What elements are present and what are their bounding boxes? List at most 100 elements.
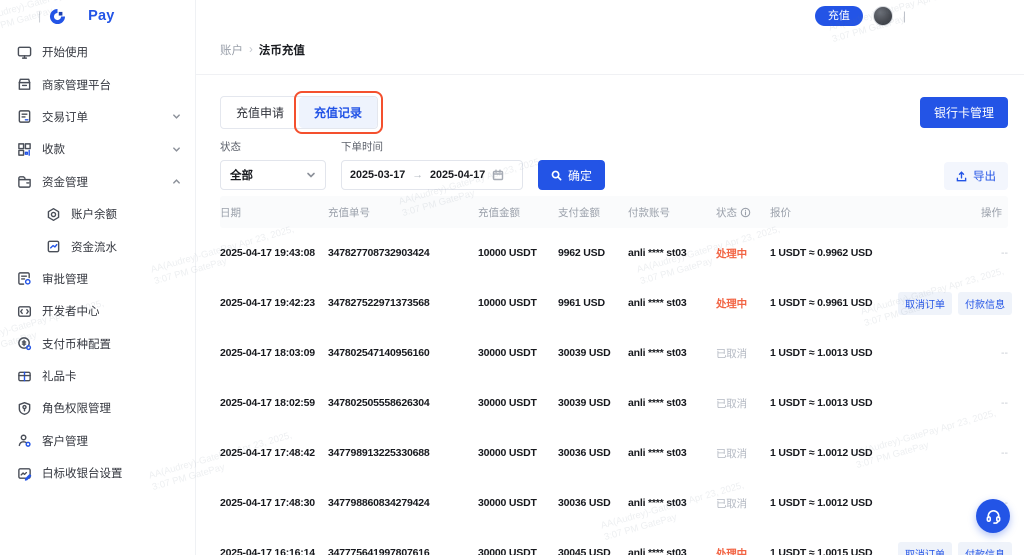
breadcrumb-parent[interactable]: 账户: [220, 45, 243, 57]
status-badge: 处理中: [716, 547, 747, 555]
cancel-order-button[interactable]: 取消订单: [898, 541, 952, 555]
table-row[interactable]: 2025-04-17 18:03:09 347802547140956160 3…: [220, 328, 1008, 378]
sidebar-item-fund-flow[interactable]: 资金流水: [0, 230, 195, 262]
tab-recharge-records[interactable]: 充值记录: [299, 97, 378, 128]
header-divider: [196, 74, 1024, 75]
cell-pay-amount: 30039 USD: [558, 347, 611, 359]
table-row[interactable]: 2025-04-17 17:48:30 347798860834279424 3…: [220, 478, 1008, 528]
cell-quote: 1 USDT ≈ 1.0013 USD: [770, 397, 873, 409]
cell-amount: 30000 USDT: [478, 347, 537, 359]
sidebar-item-get-started[interactable]: 开始使用: [0, 36, 195, 68]
cell-order-no: 347827708732903424: [328, 247, 430, 259]
cell-date: 2025-04-17 18:03:09: [220, 347, 315, 359]
sidebar-item-transaction-orders[interactable]: 交易订单: [0, 101, 195, 133]
info-icon[interactable]: [740, 207, 751, 218]
topbar-right: 充值 |: [814, 6, 906, 26]
confirm-button[interactable]: 确定: [538, 160, 606, 190]
cell-date: 2025-04-17 19:43:08: [220, 247, 315, 259]
gate-logo-icon: [50, 8, 66, 24]
customer-support-fab[interactable]: [976, 499, 1010, 533]
brand-logo-row: | Pay: [0, 0, 195, 34]
bank-card-management-button[interactable]: 银行卡管理: [919, 97, 1008, 128]
brand-product-name: Pay: [88, 8, 115, 24]
table-header-row: 日期 充值单号 充值金额 支付金额 付款账号 状态 报价 操作: [220, 196, 1008, 228]
sidebar-item-payment-currency-config[interactable]: 支付币种配置: [0, 328, 195, 360]
wallet-folder-icon: [18, 176, 31, 189]
tab-recharge-apply[interactable]: 充值申请: [221, 97, 300, 128]
sidebar-item-whitelabel-checkout-settings[interactable]: 白标收银台设置: [0, 457, 195, 489]
chevron-up-icon: [173, 179, 180, 184]
avatar[interactable]: [872, 6, 893, 26]
logo-divider: |: [38, 9, 42, 23]
gift-card-icon: [18, 371, 31, 382]
sidebar-item-role-permission[interactable]: 角色权限管理: [0, 392, 195, 424]
cell-date: 2025-04-17 16:16:14: [220, 547, 315, 555]
status-select[interactable]: 全部: [220, 160, 326, 190]
status-badge: 处理中: [716, 297, 747, 310]
cell-actions: --: [898, 447, 1008, 459]
table-row[interactable]: 2025-04-17 17:48:42 347798913225330688 3…: [220, 428, 1008, 478]
cell-order-no: 347798860834279424: [328, 497, 430, 509]
main-content: 账户 › 法币充值 充值申请 充值记录 银行卡管理 状态 全部 下单时间 202…: [196, 0, 1024, 555]
cell-pay-amount: 30039 USD: [558, 397, 611, 409]
cell-order-no: 347802547140956160: [328, 347, 430, 359]
cell-order-no: 347775641997807616: [328, 547, 430, 555]
no-action-placeholder: --: [1001, 397, 1008, 409]
table-row[interactable]: 2025-04-17 16:16:14 347775641997807616 3…: [220, 528, 1012, 555]
search-icon: [551, 170, 562, 180]
col-header-pay-amount: 支付金额: [558, 206, 600, 219]
export-icon: [956, 170, 967, 181]
cell-date: 2025-04-17 17:48:30: [220, 497, 315, 509]
topbar-divider: |: [902, 9, 906, 23]
hexagon-coin-icon: [47, 207, 60, 221]
table-row[interactable]: 2025-04-17 19:42:23 347827522971373568 1…: [220, 278, 1012, 328]
chevron-down-icon: [173, 147, 180, 152]
sidebar-item-gift-card[interactable]: 礼品卡: [0, 360, 195, 392]
payment-info-button[interactable]: 付款信息: [958, 541, 1012, 555]
sidebar-item-collection[interactable]: 收款: [0, 133, 195, 165]
filters-row: 状态 全部 下单时间 2025-03-17 → 2025-04-17 确定 导出: [220, 139, 1008, 190]
date-from-value: 2025-03-17: [350, 169, 406, 181]
export-button[interactable]: 导出: [944, 162, 1008, 190]
table-row[interactable]: 2025-04-17 18:02:59 347802505558626304 3…: [220, 378, 1008, 428]
date-to-value: 2025-04-17: [430, 169, 486, 181]
table-row[interactable]: 2025-04-17 19:43:08 347827708732903424 1…: [220, 228, 1008, 278]
cell-quote: 1 USDT ≈ 0.9962 USD: [770, 247, 873, 259]
code-brackets-icon: [17, 305, 32, 317]
sidebar-item-account-balance[interactable]: 账户余额: [0, 198, 195, 230]
cancel-order-button[interactable]: 取消订单: [898, 291, 952, 315]
order-time-filter-label: 下单时间: [341, 141, 383, 153]
cell-pay-amount: 30036 USD: [558, 497, 611, 509]
qr-grid-icon: [18, 143, 31, 156]
cell-actions: 取消订单 付款信息: [898, 291, 1012, 315]
order-document-icon: [18, 110, 31, 124]
coin-gear-icon: [18, 337, 32, 351]
sidebar-item-approval-management[interactable]: 审批管理: [0, 263, 195, 295]
payment-info-button[interactable]: 付款信息: [958, 291, 1012, 315]
breadcrumb-separator-icon: ›: [249, 44, 253, 56]
calendar-icon: [493, 169, 504, 181]
no-action-placeholder: --: [1001, 247, 1008, 259]
date-range-input[interactable]: 2025-03-17 → 2025-04-17: [341, 160, 523, 190]
sidebar-item-merchant-platform[interactable]: 商家管理平台: [0, 68, 195, 100]
col-header-quote: 报价: [770, 206, 791, 219]
col-header-action: 操作: [981, 206, 1002, 219]
status-filter-label: 状态: [220, 141, 241, 153]
cell-amount: 30000 USDT: [478, 497, 537, 509]
recharge-pill-button[interactable]: 充值: [814, 6, 863, 26]
breadcrumb-current: 法币充值: [258, 45, 305, 57]
no-action-placeholder: --: [1001, 347, 1008, 359]
cell-date: 2025-04-17 17:48:42: [220, 447, 315, 459]
no-action-placeholder: --: [1001, 447, 1008, 459]
cell-order-no: 347798913225330688: [328, 447, 430, 459]
sidebar-item-developer-center[interactable]: 开发者中心: [0, 295, 195, 327]
cell-amount: 30000 USDT: [478, 397, 537, 409]
cell-account: anli **** st03: [628, 247, 687, 259]
sidebar-item-customer-management[interactable]: 客户管理: [0, 425, 195, 457]
cell-quote: 1 USDT ≈ 0.9961 USD: [770, 297, 873, 309]
status-badge: 已取消: [716, 347, 747, 360]
chevron-down-icon: [307, 172, 315, 178]
col-header-date: 日期: [220, 206, 241, 219]
cell-pay-amount: 30045 USD: [558, 547, 611, 555]
sidebar-item-funds-management[interactable]: 资金管理: [0, 166, 195, 198]
